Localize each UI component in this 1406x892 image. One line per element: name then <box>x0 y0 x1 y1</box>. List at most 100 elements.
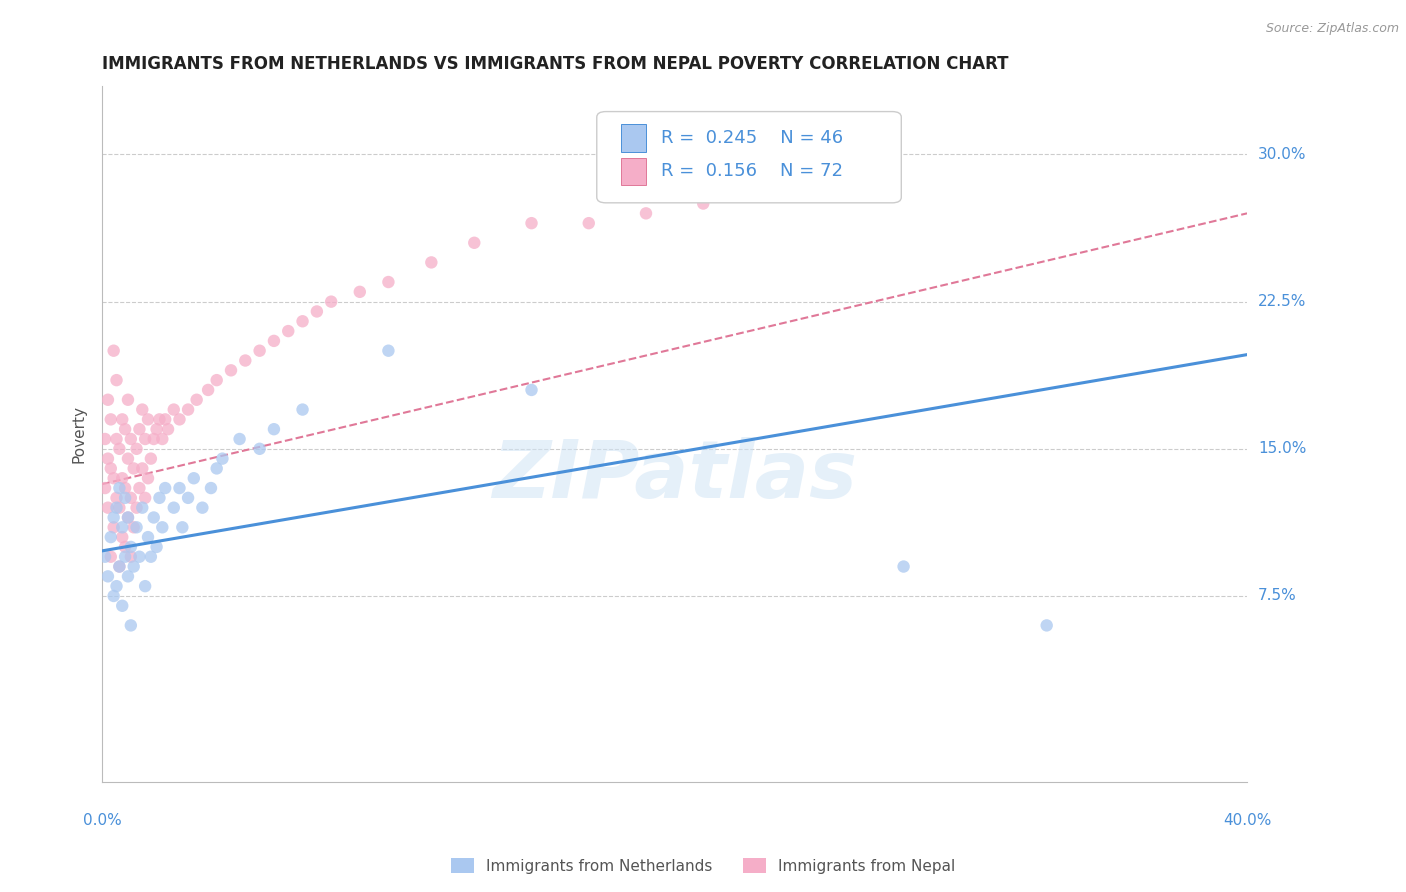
Point <box>97 569 120 583</box>
Point <box>94 481 117 495</box>
Text: 7.5%: 7.5% <box>1258 589 1296 604</box>
Point <box>197 383 219 397</box>
Point <box>148 412 170 426</box>
Point <box>1035 618 1057 632</box>
Point <box>692 196 714 211</box>
Point <box>120 618 142 632</box>
Point <box>807 167 830 181</box>
Point <box>169 412 191 426</box>
Point <box>263 422 285 436</box>
Point <box>108 442 131 456</box>
Point <box>145 540 167 554</box>
Point <box>249 442 271 456</box>
Text: 15.0%: 15.0% <box>1258 442 1306 457</box>
Point <box>111 520 134 534</box>
Point <box>377 343 399 358</box>
Point <box>153 412 176 426</box>
Point <box>169 481 191 495</box>
Text: IMMIGRANTS FROM NETHERLANDS VS IMMIGRANTS FROM NEPAL POVERTY CORRELATION CHART: IMMIGRANTS FROM NETHERLANDS VS IMMIGRANT… <box>103 55 1008 73</box>
Point <box>145 422 167 436</box>
Point <box>200 481 222 495</box>
Point <box>183 471 205 485</box>
Point <box>128 481 150 495</box>
Point <box>122 520 145 534</box>
Point <box>163 402 186 417</box>
Point <box>150 520 173 534</box>
Point <box>377 275 399 289</box>
Point <box>94 549 117 564</box>
Point <box>103 520 125 534</box>
Legend: Immigrants from Netherlands, Immigrants from Nepal: Immigrants from Netherlands, Immigrants … <box>444 852 962 880</box>
Point <box>114 422 136 436</box>
Point <box>634 206 657 220</box>
Y-axis label: Poverty: Poverty <box>72 405 86 463</box>
Point <box>117 510 139 524</box>
Point <box>153 481 176 495</box>
Text: R =  0.156    N = 72: R = 0.156 N = 72 <box>661 162 842 180</box>
Point <box>291 402 314 417</box>
Point <box>100 549 122 564</box>
Point <box>111 471 134 485</box>
Point <box>103 343 125 358</box>
Point <box>305 304 328 318</box>
Point <box>128 549 150 564</box>
Point <box>157 422 180 436</box>
Point <box>120 540 142 554</box>
Point <box>139 451 162 466</box>
Point <box>114 540 136 554</box>
Point <box>177 491 200 505</box>
Point <box>114 549 136 564</box>
Point <box>108 481 131 495</box>
Point <box>142 510 165 524</box>
Point <box>117 392 139 407</box>
Point <box>277 324 299 338</box>
Point <box>186 392 208 407</box>
Text: 0.0%: 0.0% <box>83 813 121 828</box>
Point <box>114 481 136 495</box>
Point <box>103 510 125 524</box>
Text: Source: ZipAtlas.com: Source: ZipAtlas.com <box>1265 22 1399 36</box>
Text: R =  0.245    N = 46: R = 0.245 N = 46 <box>661 129 844 147</box>
Point <box>111 599 134 613</box>
Point <box>205 373 228 387</box>
Point <box>131 461 153 475</box>
Point <box>125 500 148 515</box>
Text: ZIPatlas: ZIPatlas <box>492 437 858 515</box>
Point <box>150 432 173 446</box>
Point <box>893 559 915 574</box>
Point <box>321 294 343 309</box>
Point <box>122 461 145 475</box>
Point <box>463 235 485 250</box>
Point <box>100 412 122 426</box>
Point <box>136 471 159 485</box>
Point <box>219 363 242 377</box>
Point <box>263 334 285 348</box>
Point <box>125 520 148 534</box>
Point <box>136 530 159 544</box>
Point <box>163 500 186 515</box>
Point <box>117 569 139 583</box>
Point <box>103 471 125 485</box>
Point <box>349 285 371 299</box>
Point <box>120 491 142 505</box>
Point <box>125 442 148 456</box>
Point <box>108 559 131 574</box>
Point <box>172 520 194 534</box>
Text: 22.5%: 22.5% <box>1258 294 1306 310</box>
Point <box>120 549 142 564</box>
Point <box>142 432 165 446</box>
Point <box>114 491 136 505</box>
Point <box>111 412 134 426</box>
Point <box>134 491 156 505</box>
FancyBboxPatch shape <box>596 112 901 202</box>
Point <box>134 579 156 593</box>
Point <box>105 491 128 505</box>
Point <box>211 451 233 466</box>
Point <box>117 451 139 466</box>
Point <box>520 383 543 397</box>
Point <box>205 461 228 475</box>
Point <box>191 500 214 515</box>
Point <box>578 216 600 230</box>
Point <box>249 343 271 358</box>
Point <box>136 412 159 426</box>
